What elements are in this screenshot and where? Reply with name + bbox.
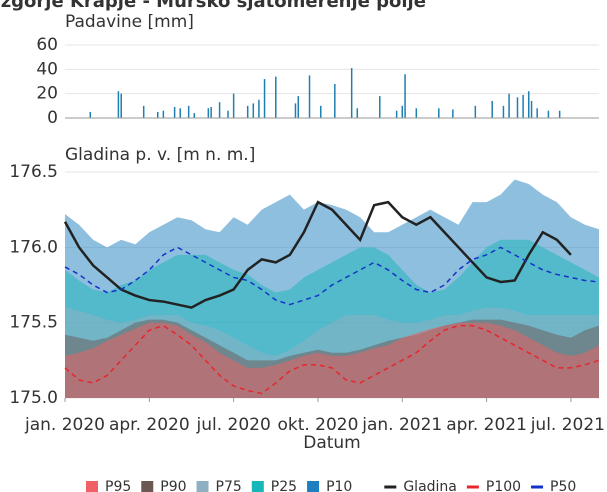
bar (252, 103, 255, 118)
bar (404, 74, 406, 118)
legend-swatch (196, 481, 209, 492)
legend-swatch (141, 481, 154, 492)
x-axis-title: Datum (303, 433, 361, 453)
bar (452, 109, 454, 118)
bar (522, 94, 524, 118)
x-tick-label: apr. 2020 (109, 415, 190, 435)
y-tick-label: 40 (36, 59, 58, 79)
bar (89, 111, 92, 118)
y-tick-label: 60 (36, 35, 58, 55)
bar (275, 76, 277, 118)
bar (536, 108, 538, 118)
bar (502, 105, 505, 118)
bar (156, 111, 159, 118)
line (63, 200, 572, 309)
y-tick-label: 176.5 (9, 162, 58, 182)
legend-label: P25 (271, 479, 297, 492)
x-tick-label: okt. 2020 (277, 415, 358, 435)
bar (530, 100, 533, 118)
bar (558, 110, 561, 118)
bar (320, 105, 322, 118)
bar (350, 68, 353, 118)
percentile-area (65, 322, 599, 398)
y-tick-label: 176.0 (9, 237, 58, 257)
bar (395, 110, 398, 118)
bar (142, 105, 145, 118)
bar (232, 93, 235, 118)
x-tick-label: jan. 2020 (24, 415, 105, 435)
bar (379, 96, 381, 118)
bar (547, 110, 550, 118)
bar (258, 99, 260, 118)
bar (508, 93, 510, 118)
bar (162, 110, 165, 118)
legend-swatch (86, 481, 98, 492)
bar (297, 96, 300, 118)
bar (218, 102, 221, 118)
legend-label: P50 (550, 479, 576, 492)
bar (308, 75, 311, 118)
bar (120, 93, 122, 118)
bar (193, 113, 196, 118)
legend-label: Gladina (403, 479, 457, 492)
bar (491, 100, 493, 118)
y-tick-label: 175.5 (9, 313, 58, 333)
bar (187, 105, 190, 118)
x-tick-label: jul. 2020 (195, 415, 270, 435)
bar (356, 108, 359, 118)
bar (527, 91, 530, 118)
bar (415, 108, 418, 118)
bar (516, 97, 519, 118)
bar (207, 108, 210, 118)
bar (334, 83, 336, 118)
legend-label: P75 (216, 479, 242, 492)
legend-label: P100 (486, 479, 521, 492)
x-tick-label: jan. 2021 (361, 415, 442, 435)
y-tick-label: 0 (47, 108, 58, 128)
x-tick-label: apr. 2021 (446, 415, 527, 435)
bar (117, 91, 120, 118)
line (64, 324, 600, 395)
legend-label: P90 (160, 479, 186, 492)
bar (210, 107, 212, 118)
bar (227, 110, 229, 118)
legend-swatch (251, 481, 264, 492)
y-tick-label: 20 (36, 84, 58, 104)
y-tick-label: 175.0 (9, 388, 58, 408)
bar (246, 105, 249, 118)
legend-swatch (307, 481, 320, 492)
legend-label: P95 (105, 479, 131, 492)
bar (474, 105, 477, 118)
bar (294, 103, 297, 118)
bar (438, 108, 440, 118)
y-axis-title: Gladina p. v. [m n. m.] (65, 145, 255, 165)
bar (401, 105, 404, 118)
bar (173, 107, 176, 118)
y-axis-title: Padavine [mm] (65, 12, 194, 32)
chart-title: Izgorje Krapje - Mursko sjatomerenje pol… (0, 0, 426, 12)
line (64, 246, 600, 306)
bar (263, 79, 266, 118)
bar (179, 108, 181, 118)
legend-label: P10 (326, 479, 352, 492)
x-tick-label: jul. 2021 (530, 415, 605, 435)
